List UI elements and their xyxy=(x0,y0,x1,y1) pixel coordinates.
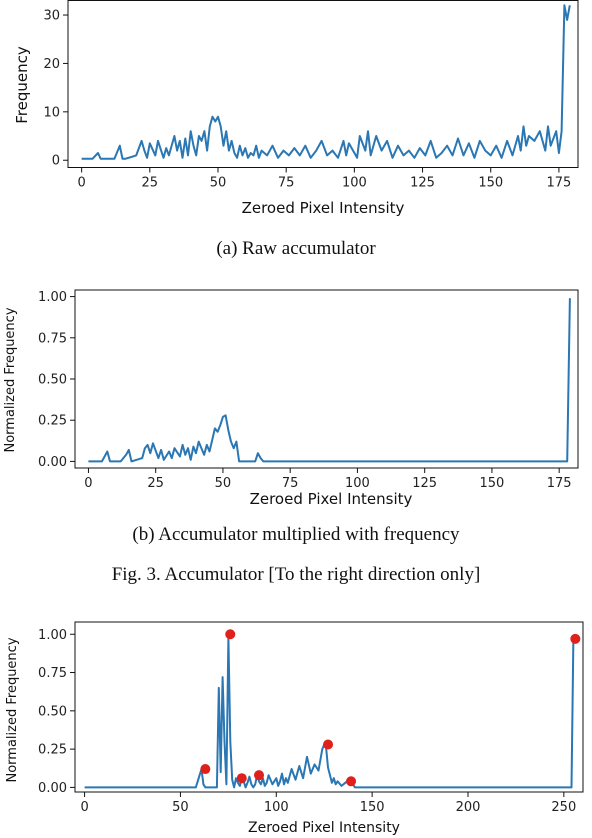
x-tick-label: 0 xyxy=(80,800,88,815)
y-tick-label: 0.75 xyxy=(38,331,67,346)
series-group xyxy=(84,636,576,789)
peak-marker xyxy=(346,776,357,787)
x-tick-label: 125 xyxy=(410,176,435,191)
x-axis-label: Zeroed Pixel Intensity xyxy=(242,199,405,217)
x-tick-label: 150 xyxy=(478,176,503,191)
y-tick-label: 10 xyxy=(43,105,60,120)
figure-caption: Fig. 3. Accumulator [To the right direct… xyxy=(112,564,481,585)
y-tick-label: 0.50 xyxy=(38,373,67,388)
x-tick-label: 25 xyxy=(142,176,159,191)
x-tick-label: 150 xyxy=(360,800,385,815)
x-tick-label: 0 xyxy=(77,176,85,191)
peak-marker xyxy=(225,629,236,640)
x-tick-label: 0 xyxy=(84,476,92,491)
peak-marker xyxy=(323,739,334,750)
y-axis-label: Normalized Frequency xyxy=(5,637,20,782)
x-tick-label: 100 xyxy=(345,476,370,491)
x-tick-label: 100 xyxy=(264,800,289,815)
series-line xyxy=(84,636,576,789)
series-line xyxy=(81,4,571,160)
x-axis-label: Zeroed Pixel Intensity xyxy=(250,490,413,508)
chart-raw-accumulator: 0 25 50 75 100 125 150 175 0 10 20 30 Zeroed Pixel… xyxy=(13,0,579,217)
x-tick-label: 200 xyxy=(456,800,481,815)
y-axis: 0.00 0.25 0.50 0.75 1.00 xyxy=(38,290,75,470)
peak-marker xyxy=(570,633,581,644)
y-tick-label: 0.00 xyxy=(38,781,67,796)
series-line xyxy=(88,298,571,463)
x-tick-label: 50 xyxy=(215,476,232,491)
chart-peaks: 0 50 100 150 200 250 0.00 0.25 0.50 0.75 1.00 Zer… xyxy=(5,621,584,836)
x-axis: 0 50 100 150 200 250 xyxy=(80,792,576,815)
peak-marker xyxy=(236,773,247,784)
axes-frame xyxy=(67,0,579,168)
y-tick-label: 1.00 xyxy=(38,628,67,643)
chart-normalized-accumulator: 0 25 50 75 100 125 150 175 0.00 0.25 0.50 0.75 1.00… xyxy=(3,289,579,508)
y-tick-label: 0.25 xyxy=(38,414,67,429)
caption-a: (a) Raw accumulator xyxy=(216,238,376,259)
y-tick-label: 0 xyxy=(52,154,60,169)
x-tick-label: 150 xyxy=(480,476,505,491)
x-tick-label: 75 xyxy=(282,476,299,491)
x-tick-label: 100 xyxy=(342,176,367,191)
y-axis-label: Frequency xyxy=(13,46,31,124)
peak-marker xyxy=(254,770,265,781)
series-group xyxy=(81,4,571,160)
y-tick-label: 1.00 xyxy=(38,290,67,305)
y-tick-label: 0.75 xyxy=(38,666,67,681)
x-tick-label: 50 xyxy=(172,800,189,815)
caption-b: (b) Accumulator multiplied with frequenc… xyxy=(132,524,460,545)
y-tick-label: 0.25 xyxy=(38,743,67,758)
x-tick-label: 125 xyxy=(412,476,437,491)
y-tick-label: 0.00 xyxy=(38,455,67,470)
x-tick-label: 175 xyxy=(546,176,571,191)
x-tick-label: 25 xyxy=(147,476,164,491)
y-axis: 0 10 20 30 xyxy=(43,9,68,169)
peaks-group xyxy=(200,629,581,787)
x-axis: 0 25 50 75 100 125 150 175 xyxy=(77,167,571,191)
x-tick-label: 250 xyxy=(551,800,576,815)
y-axis: 0.00 0.25 0.50 0.75 1.00 xyxy=(38,628,75,796)
x-tick-label: 50 xyxy=(210,176,227,191)
x-tick-label: 175 xyxy=(547,476,572,491)
peak-marker xyxy=(200,764,211,775)
x-tick-label: 75 xyxy=(278,176,295,191)
axes-frame xyxy=(74,289,579,469)
y-tick-label: 20 xyxy=(43,57,60,72)
x-axis: 0 25 50 75 100 125 150 175 xyxy=(84,468,572,491)
y-axis-label: Normalized Frequency xyxy=(3,307,18,452)
y-tick-label: 30 xyxy=(43,9,60,24)
axes-frame xyxy=(74,621,584,793)
series-group xyxy=(88,298,571,463)
y-tick-label: 0.50 xyxy=(38,704,67,719)
x-axis-label: Zeroed Pixel Intensity xyxy=(248,820,400,836)
